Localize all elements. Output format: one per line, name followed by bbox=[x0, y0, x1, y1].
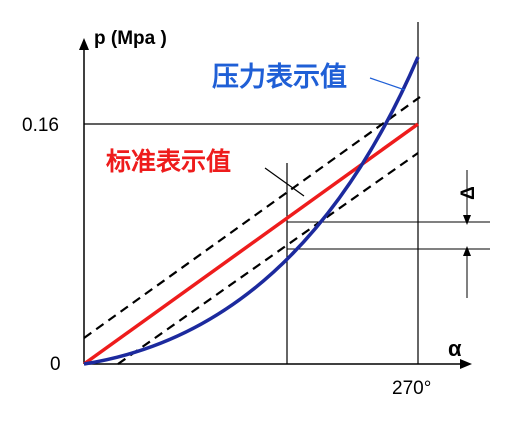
y-axis-arrow-icon bbox=[79, 38, 89, 50]
x-axis-arrow-icon bbox=[460, 359, 472, 369]
standard-label-leader bbox=[264, 167, 305, 197]
x-axis-label: α bbox=[448, 336, 462, 361]
tolerance-line-upper bbox=[83, 96, 421, 339]
y-axis-label: p (Mpa ) bbox=[94, 28, 167, 49]
pressure-value-curve bbox=[83, 56, 420, 366]
origin-label: 0 bbox=[50, 354, 61, 375]
pressure-label-leader bbox=[369, 77, 406, 91]
delta-label: Δ bbox=[458, 186, 479, 200]
x-tick-270: 270° bbox=[392, 378, 431, 399]
standard-value-label: 标准表示值 bbox=[106, 147, 231, 176]
pressure-value-label: 压力表示值 bbox=[212, 62, 347, 93]
y-tick-0.16: 0.16 bbox=[22, 115, 59, 136]
tolerance-line-lower bbox=[117, 152, 419, 365]
